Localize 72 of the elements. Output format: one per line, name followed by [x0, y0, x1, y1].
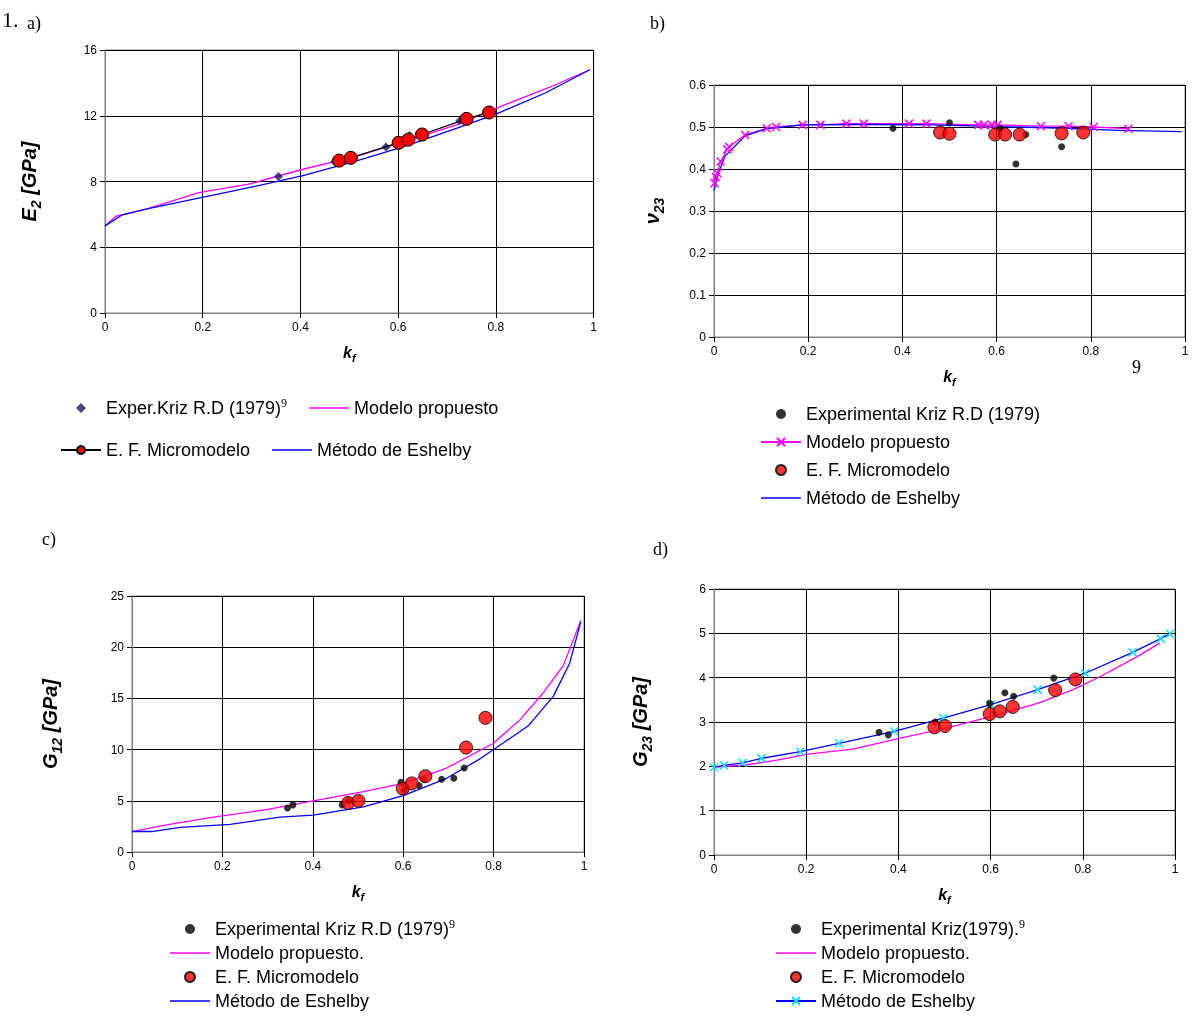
y-axis-title: ν23 — [641, 197, 667, 225]
y-tick-label: 16 — [83, 43, 98, 57]
y-tick-label: 0.1 — [689, 288, 707, 302]
legend-label: Método de Eshelby — [806, 488, 961, 508]
x-tick-label: 0.6 — [988, 344, 1006, 358]
text: b) — [650, 13, 665, 34]
y-tick-label: 5 — [699, 626, 707, 641]
x-tick-label: 0.6 — [982, 862, 1000, 876]
x-tick-label: 0 — [710, 344, 718, 358]
text: 1. — [2, 6, 19, 32]
x-tick-label: 0.8 — [1074, 862, 1092, 876]
x-tick-label: 0.2 — [194, 320, 212, 334]
x-tick-label: 0.8 — [485, 859, 503, 873]
x-tick-label: 0.2 — [799, 344, 817, 358]
legend-label: Modelo propuesto — [806, 432, 951, 452]
text: c) — [42, 529, 56, 550]
y-tick-label: 12 — [83, 108, 98, 123]
legend-label: Método de Eshelby — [821, 991, 976, 1011]
x-tick-label: 0.8 — [1082, 344, 1100, 358]
legend-label: Experimental Kriz R.D (1979) — [806, 404, 1041, 424]
y-tick-label: 0 — [699, 330, 707, 344]
x-tick-label: 0.4 — [304, 859, 322, 873]
x-tick-label: 0.2 — [214, 859, 232, 873]
text: d) — [653, 539, 668, 560]
x-tick-label: 0.4 — [890, 862, 908, 876]
y-tick-label: 0.4 — [689, 162, 707, 176]
y-tick-label: 0.3 — [689, 204, 707, 218]
y-tick-label: 0.6 — [689, 78, 707, 92]
x-tick-label: 1 — [580, 859, 588, 873]
x-tick-label: 0.6 — [389, 320, 407, 334]
y-tick-label: 8 — [90, 174, 98, 189]
y-tick-label: 2 — [699, 759, 707, 774]
legend-label: E. F. Micromodelo — [821, 967, 966, 987]
y-axis-title: G23 [GPa] — [629, 675, 655, 768]
y-tick-label: 4 — [699, 670, 707, 685]
x-tick-label: 1 — [590, 320, 598, 334]
y-tick-label: 0 — [90, 306, 98, 320]
y-tick-label: 25 — [110, 589, 125, 603]
legend-label: Modelo propuesto. — [821, 943, 971, 963]
y-axis-title: E2 [GPa] — [18, 140, 44, 222]
legend-label: Método de Eshelby — [215, 991, 370, 1011]
text: a) — [27, 13, 41, 34]
x-tick-label: 0.2 — [797, 862, 815, 876]
x-tick-label: 0 — [710, 862, 718, 876]
y-tick-label: 15 — [110, 691, 125, 706]
y-tick-label: 0 — [699, 848, 707, 862]
y-tick-label: 6 — [699, 582, 707, 596]
text: 9 — [1132, 357, 1141, 377]
legend-label: E. F. Micromodelo — [806, 460, 951, 480]
x-tick-label: 0.4 — [292, 320, 310, 334]
y-tick-label: 0.2 — [689, 246, 707, 260]
x-tick-label: 0 — [101, 320, 109, 334]
legend-label: Método de Eshelby — [317, 440, 472, 460]
x-tick-label: 1 — [1171, 862, 1179, 876]
y-tick-label: 5 — [117, 793, 125, 808]
x-tick-label: 0.8 — [487, 320, 505, 334]
legend-label: E. F. Micromodelo — [215, 967, 360, 987]
x-tick-label: 0.6 — [394, 859, 412, 873]
x-tick-label: 0.4 — [894, 344, 912, 358]
x-tick-label: 0 — [128, 859, 136, 873]
x-tick-label: 1 — [1181, 344, 1189, 358]
legend-label: E. F. Micromodelo — [106, 440, 251, 460]
y-tick-label: 3 — [699, 715, 707, 729]
y-tick-label: 1 — [699, 803, 707, 818]
y-tick-label: 4 — [90, 240, 98, 255]
legend-label: Modelo propuesto. — [215, 943, 365, 963]
legend-label: Modelo propuesto — [354, 398, 499, 418]
y-tick-label: 0 — [117, 845, 125, 859]
y-tick-label: 20 — [110, 640, 125, 655]
y-tick-label: 10 — [110, 742, 125, 757]
y-tick-label: 0.5 — [689, 120, 707, 134]
y-axis-title: G12 [GPa] — [39, 677, 65, 770]
